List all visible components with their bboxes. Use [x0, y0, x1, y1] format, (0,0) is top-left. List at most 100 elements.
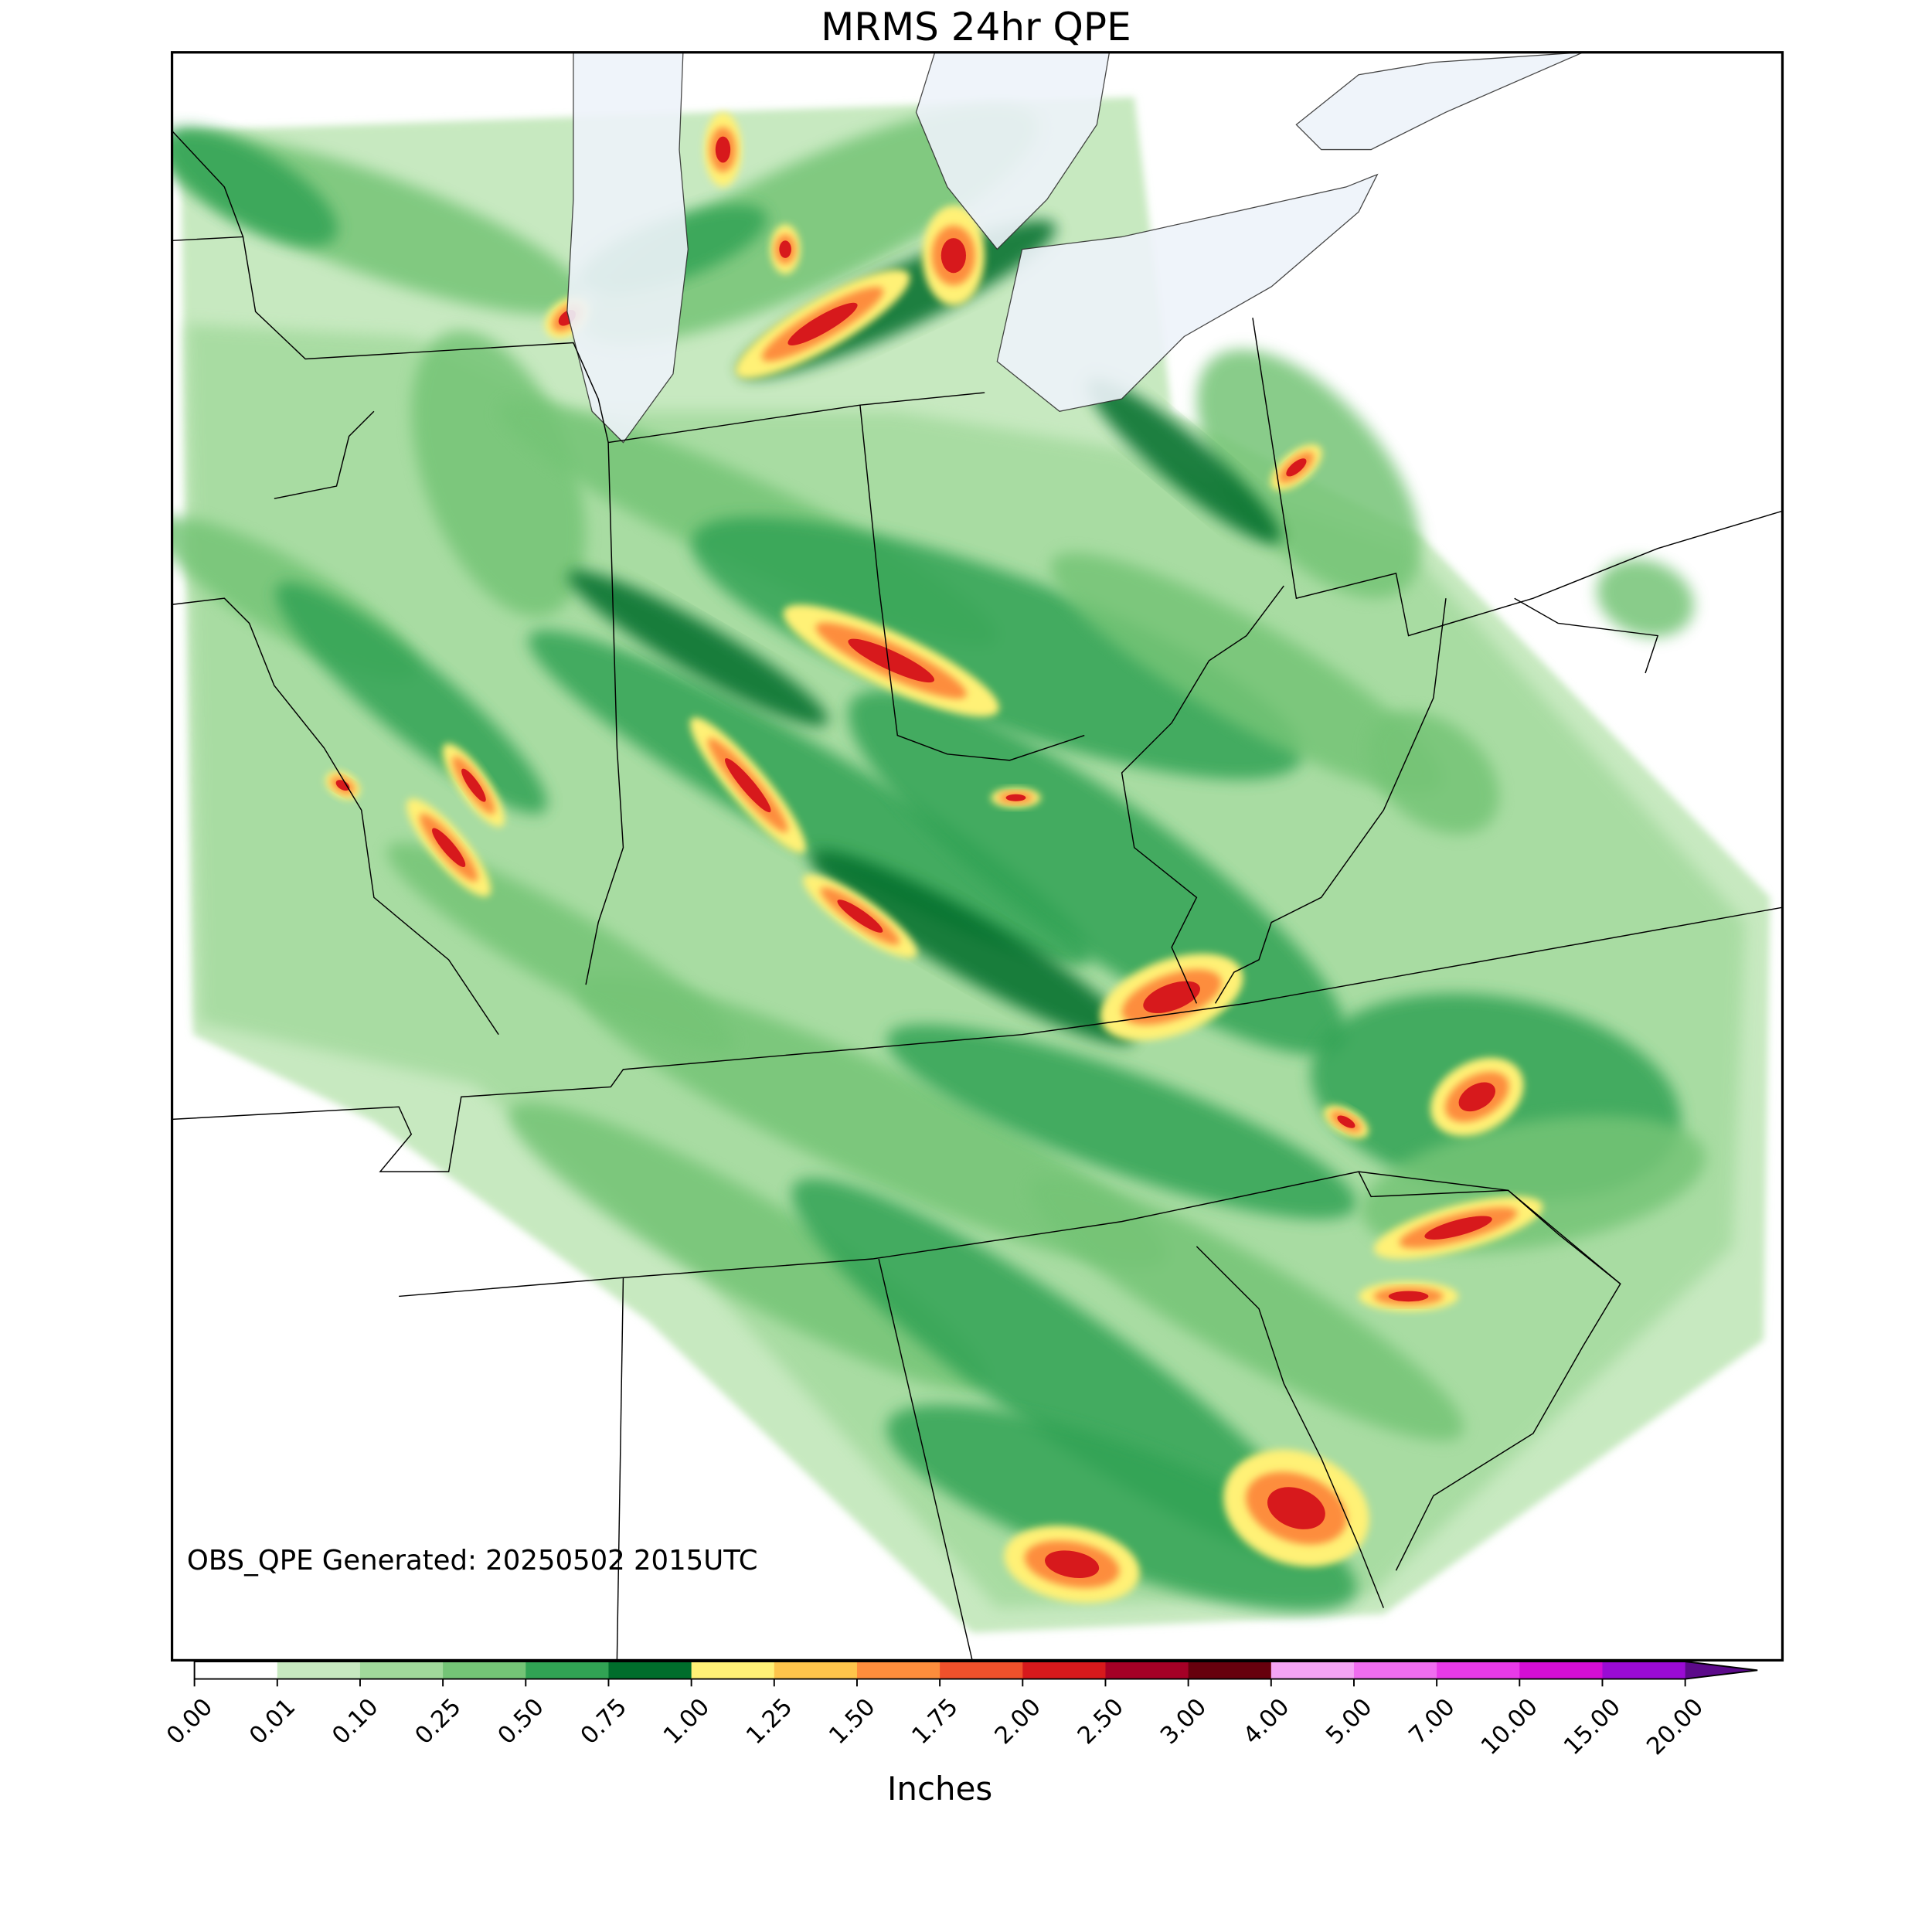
colorbar-bin: [1105, 1662, 1189, 1679]
colorbar-tick-label: 15.00: [1559, 1693, 1626, 1760]
colorbar-tick-label: 0.01: [244, 1693, 301, 1750]
precip-hotspot: [1045, 1550, 1100, 1578]
precip-band: [275, 582, 548, 815]
colorbar-tick-label: 5.00: [1321, 1693, 1378, 1750]
state-boundary: [1214, 598, 1447, 1004]
precip-band: [886, 1024, 1357, 1219]
colorbar-bin: [526, 1662, 609, 1679]
state-boundary: [172, 906, 1783, 1172]
title: MRMS 24hr QPE: [821, 5, 1131, 49]
state-boundary: [859, 405, 1085, 761]
precip-hotspot: [1337, 1115, 1355, 1128]
precip-band: [583, 104, 1038, 345]
colorbar-bin: [277, 1662, 361, 1679]
lake: [915, 52, 1111, 250]
colorbar: 0.00 0.01 0.10 0.25 0.50 0.75 1.00 1.25 1.50 1.75…: [162, 1661, 1758, 1760]
map: [172, 52, 1783, 1661]
precip-band: [528, 630, 1092, 966]
colorbar-label: Inches: [887, 1770, 992, 1808]
precip-hotspot: [461, 768, 486, 802]
colorbar-tick-label: 0.10: [328, 1693, 384, 1750]
precip-band: [567, 570, 828, 726]
colorbar-tick-label: 2.50: [1073, 1693, 1129, 1750]
precip-hotspot: [837, 900, 883, 933]
colorbar-tick-label: 1.00: [658, 1693, 715, 1750]
precip-band: [1597, 559, 1694, 638]
colorbar-bin: [359, 1662, 444, 1679]
colorbar-extend: [1685, 1662, 1758, 1679]
state-boundary: [274, 410, 375, 499]
precip-band: [1367, 711, 1499, 835]
annotation: OBS_QPE Generated: 20250502 2015UTC: [187, 1545, 758, 1577]
colorbar-tick-label: 7.00: [1404, 1693, 1461, 1750]
precip-hotspot: [1286, 458, 1307, 477]
colorbar-bin: [940, 1662, 1023, 1679]
lake: [566, 52, 689, 444]
lake: [1295, 52, 1583, 151]
state-boundary: [878, 1258, 973, 1661]
colorbar-tick-label: 3.00: [1155, 1693, 1212, 1750]
colorbar-bin: [1188, 1662, 1272, 1679]
colorbar-tick-label: 0.25: [410, 1693, 467, 1750]
lake: [996, 173, 1379, 412]
state-boundary: [616, 1277, 624, 1661]
precip-band: [886, 1404, 1357, 1612]
precip-hotspot: [787, 302, 858, 345]
precip-hotspot: [432, 828, 466, 868]
state-boundary: [172, 597, 499, 1036]
colorbar-tick-label: 0.00: [162, 1693, 218, 1750]
precip-band: [1029, 1176, 1464, 1441]
precip-band: [411, 331, 586, 617]
precip-hotspot: [1388, 1291, 1429, 1302]
precip-hotspot: [1143, 981, 1200, 1014]
colorbar-tick-label: 4.00: [1238, 1693, 1294, 1750]
precip-hotspot: [940, 238, 966, 274]
precip-hotspot: [724, 758, 771, 813]
precip-band: [509, 1102, 987, 1390]
colorbar-bin: [1353, 1662, 1437, 1679]
precip-hotspot: [715, 136, 731, 163]
colorbar-tick-label: 1.25: [741, 1693, 798, 1750]
precip-hotspot: [779, 240, 791, 258]
colorbar-bin: [1022, 1662, 1106, 1679]
precip-band: [809, 849, 1135, 1045]
precip-band: [791, 1178, 1328, 1564]
precip-band: [172, 128, 338, 247]
precip-hotspot: [1458, 1082, 1495, 1112]
colorbar-tick-label: 10.00: [1476, 1693, 1543, 1760]
colorbar-outline: [193, 1661, 1758, 1680]
colorbar-bin: [608, 1662, 692, 1679]
precip-band: [1087, 379, 1281, 544]
colorbar-tick-label: 1.75: [907, 1693, 964, 1750]
colorbar-tick-label: 2.00: [990, 1693, 1046, 1750]
colorbar-tick-label: 0.75: [576, 1693, 632, 1750]
colorbar-bin: [856, 1662, 940, 1679]
map-frame: [170, 51, 1784, 1662]
state-boundary: [1358, 1171, 1621, 1571]
state-boundary: [1252, 318, 1783, 637]
colorbar-bin: [194, 1662, 278, 1679]
precip-hotspot: [1005, 794, 1026, 801]
state-boundary: [585, 442, 624, 985]
state-boundary: [172, 130, 244, 237]
precip-hotspot: [1267, 1487, 1325, 1529]
colorbar-tick-label: 1.50: [825, 1693, 881, 1750]
precip-band: [691, 516, 1303, 780]
colorbar-bin: [443, 1662, 526, 1679]
state-boundary: [1514, 597, 1659, 674]
precip-hotspot: [848, 638, 935, 683]
precip-hotspot: [335, 780, 350, 791]
state-boundary: [1196, 1246, 1384, 1608]
colorbar-tick-label: 20.00: [1641, 1693, 1709, 1760]
colorbar-bin: [1270, 1662, 1355, 1679]
precip-band: [1050, 553, 1443, 794]
precip-hotspot: [1424, 1216, 1492, 1240]
colorbar-bin: [1437, 1662, 1520, 1679]
colorbar-tick-label: 0.50: [493, 1693, 549, 1750]
state-boundary: [172, 236, 985, 444]
colorbar-bin: [1519, 1662, 1603, 1679]
state-boundary: [1121, 585, 1284, 1004]
precip-band: [387, 842, 735, 1053]
